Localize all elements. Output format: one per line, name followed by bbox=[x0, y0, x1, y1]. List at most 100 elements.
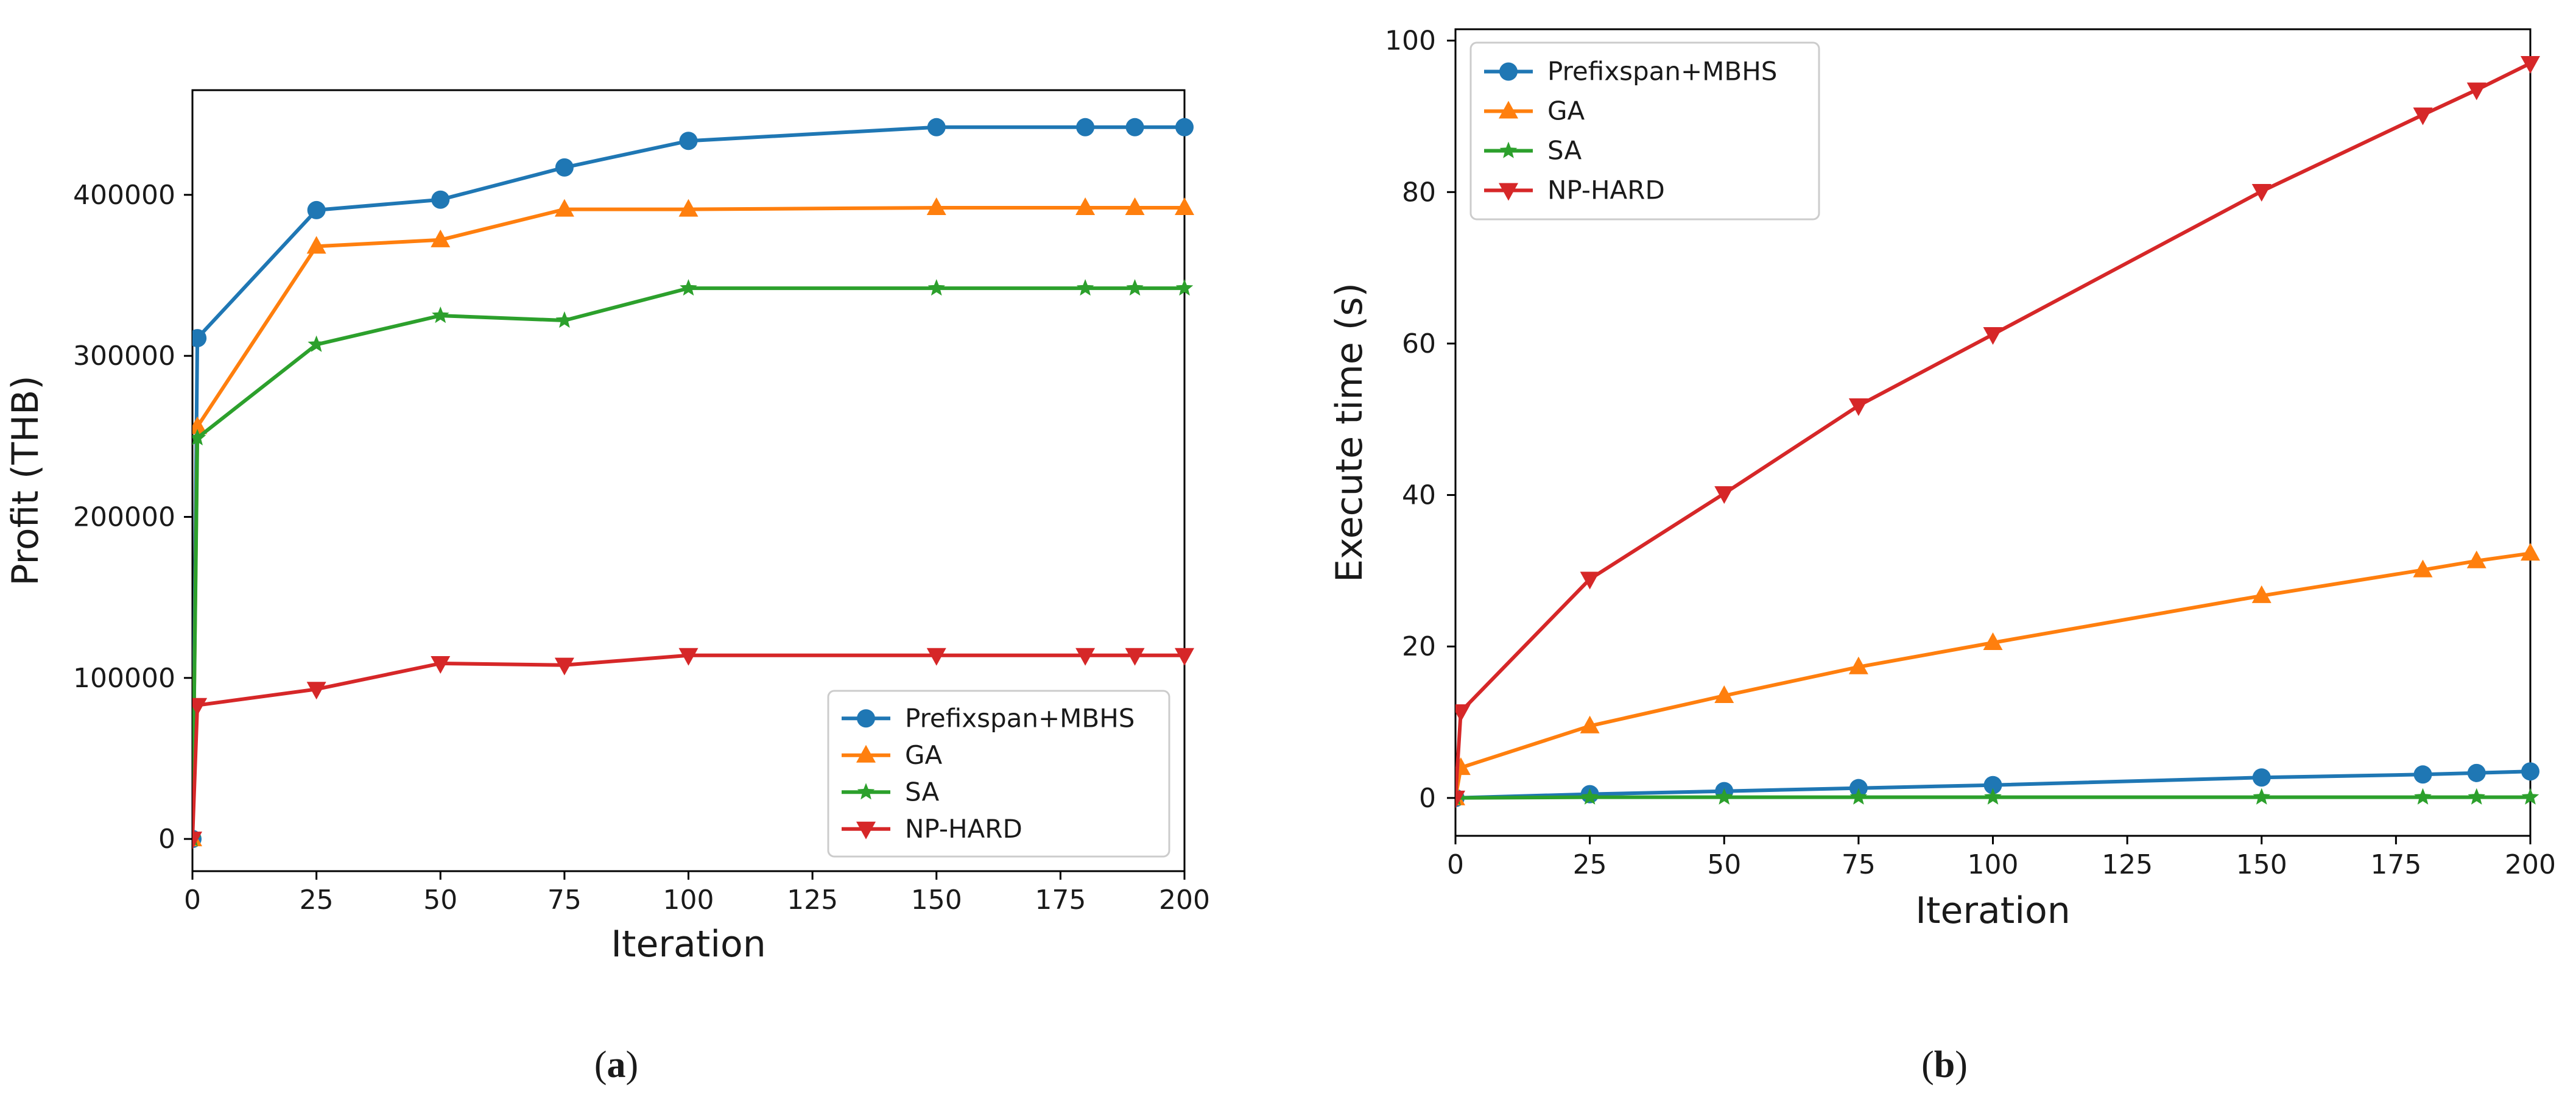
data-point-prefixspan-mbhs bbox=[2252, 768, 2271, 787]
legend-label-prefixspan-mbhs: Prefixspan+MBHS bbox=[905, 703, 1135, 733]
x-axis-label-a: Iteration bbox=[611, 923, 766, 966]
y-tick-label-b: 0 bbox=[1419, 783, 1436, 814]
x-tick-label-b: 25 bbox=[1573, 849, 1607, 880]
legend-marker-np-hard bbox=[856, 821, 876, 839]
series-line-sa bbox=[192, 286, 1184, 839]
y-tick-label-a: 200000 bbox=[73, 501, 175, 532]
data-point-prefixspan-mbhs bbox=[927, 118, 946, 136]
y-tick-label-b: 40 bbox=[1402, 480, 1436, 511]
x-tick-label-b: 175 bbox=[2370, 849, 2421, 880]
data-point-prefixspan-mbhs bbox=[2467, 763, 2486, 782]
data-point-np-hard bbox=[1983, 327, 2003, 345]
data-point-ga bbox=[2466, 550, 2486, 568]
data-point-prefixspan-mbhs bbox=[1125, 118, 1144, 136]
data-point-np-hard bbox=[192, 698, 208, 716]
plot-area-a bbox=[192, 118, 1194, 850]
data-point-ga bbox=[2521, 543, 2540, 561]
data-point-np-hard bbox=[926, 648, 946, 666]
data-point-ga bbox=[1580, 715, 1600, 733]
data-point-ga bbox=[678, 199, 699, 217]
data-point-prefixspan-mbhs bbox=[431, 190, 450, 209]
y-axis-label-a: Profit (THB) bbox=[4, 375, 47, 585]
y-axis-label-b: Execute time (s) bbox=[1328, 283, 1371, 582]
legend-marker-ga bbox=[1499, 101, 1518, 119]
y-tick-label-a: 300000 bbox=[73, 341, 175, 372]
legend-label-sa: SA bbox=[1547, 136, 1582, 166]
data-point-sa bbox=[1716, 788, 1733, 805]
data-point-ga bbox=[926, 197, 946, 215]
data-point-sa bbox=[2414, 788, 2432, 805]
data-point-np-hard bbox=[2521, 55, 2540, 74]
data-point-sa bbox=[2468, 788, 2485, 805]
data-point-ga bbox=[1075, 197, 1096, 215]
legend-label-ga: GA bbox=[905, 740, 943, 770]
legend-marker-np-hard bbox=[1499, 183, 1518, 201]
x-tick-label-b: 100 bbox=[1968, 849, 2019, 880]
caption-b: (b) bbox=[1921, 1044, 1968, 1086]
y-tick-label-b: 60 bbox=[1402, 328, 1436, 359]
data-point-np-hard bbox=[431, 656, 451, 674]
legend-marker-prefixspan-mbhs bbox=[857, 709, 875, 728]
y-tick-label-b: 20 bbox=[1402, 631, 1436, 662]
legend-label-ga: GA bbox=[1547, 96, 1585, 126]
x-tick-label-b: 50 bbox=[1707, 849, 1741, 880]
x-tick-label-a: 50 bbox=[423, 885, 457, 916]
data-point-sa bbox=[1126, 279, 1144, 296]
y-tick-label-b: 100 bbox=[1385, 26, 1436, 57]
x-tick-label-a: 150 bbox=[911, 885, 962, 916]
data-point-sa bbox=[1984, 788, 2002, 805]
data-point-np-hard bbox=[1848, 398, 1868, 416]
data-point-prefixspan-mbhs bbox=[2521, 762, 2539, 781]
data-point-ga bbox=[1175, 197, 1194, 215]
legend-label-prefixspan-mbhs: Prefixspan+MBHS bbox=[1547, 57, 1777, 87]
data-point-np-hard bbox=[1125, 648, 1145, 666]
legend-b: Prefixspan+MBHS GA SA NP-HARD bbox=[1469, 41, 1820, 221]
x-tick-label-a: 175 bbox=[1035, 885, 1086, 916]
data-point-sa bbox=[555, 311, 574, 328]
data-point-ga bbox=[1848, 656, 1868, 674]
series-line-ga bbox=[1455, 551, 2531, 799]
data-point-np-hard bbox=[1714, 486, 1734, 504]
data-point-sa bbox=[308, 335, 325, 352]
data-point-ga bbox=[2413, 559, 2433, 578]
legend-a: Prefixspan+MBHS GA SA NP-HARD bbox=[827, 690, 1170, 858]
data-point-np-hard bbox=[2413, 107, 2433, 125]
y-tick-label-a: 400000 bbox=[73, 180, 175, 211]
data-point-prefixspan-mbhs bbox=[679, 132, 698, 150]
data-point-prefixspan-mbhs bbox=[555, 158, 574, 177]
data-point-sa bbox=[1175, 279, 1194, 296]
chart-a-profit: 0 25 50 75 100 125 150 175 200 0 100000 200000 30000… bbox=[4, 89, 1210, 966]
data-point-ga bbox=[1983, 632, 2003, 650]
data-point-np-hard bbox=[678, 648, 699, 666]
data-point-ga bbox=[192, 416, 208, 434]
x-tick-label-b: 0 bbox=[1447, 849, 1464, 880]
x-tick-label-a: 100 bbox=[663, 885, 714, 916]
legend-box-b bbox=[1469, 41, 1820, 221]
data-point-np-hard bbox=[1580, 571, 1600, 590]
x-tick-label-a: 125 bbox=[787, 885, 838, 916]
x-tick-label-b: 150 bbox=[2236, 849, 2287, 880]
x-tick-label-a: 25 bbox=[300, 885, 334, 916]
x-tick-label-a: 75 bbox=[547, 885, 582, 916]
caption-a: (a) bbox=[594, 1044, 638, 1086]
data-point-np-hard bbox=[2251, 184, 2272, 202]
data-point-prefixspan-mbhs bbox=[2413, 765, 2432, 784]
data-point-np-hard bbox=[1075, 648, 1096, 666]
data-point-sa bbox=[432, 306, 449, 323]
data-point-prefixspan-mbhs bbox=[1175, 118, 1194, 136]
data-point-np-hard bbox=[554, 657, 574, 676]
plot-area-b bbox=[1455, 55, 2540, 808]
legend-marker-prefixspan-mbhs bbox=[1499, 62, 1518, 81]
data-point-np-hard bbox=[1175, 648, 1194, 666]
data-point-sa bbox=[2253, 788, 2270, 805]
x-tick-label-b: 75 bbox=[1842, 849, 1876, 880]
data-point-prefixspan-mbhs bbox=[1983, 776, 2002, 794]
legend-marker-sa bbox=[1499, 141, 1518, 158]
data-point-sa bbox=[1849, 788, 1868, 805]
data-point-ga bbox=[431, 229, 451, 247]
data-point-np-hard bbox=[192, 832, 202, 850]
data-point-sa bbox=[927, 279, 945, 296]
data-point-ga bbox=[2251, 585, 2272, 603]
data-point-prefixspan-mbhs bbox=[1076, 118, 1095, 136]
